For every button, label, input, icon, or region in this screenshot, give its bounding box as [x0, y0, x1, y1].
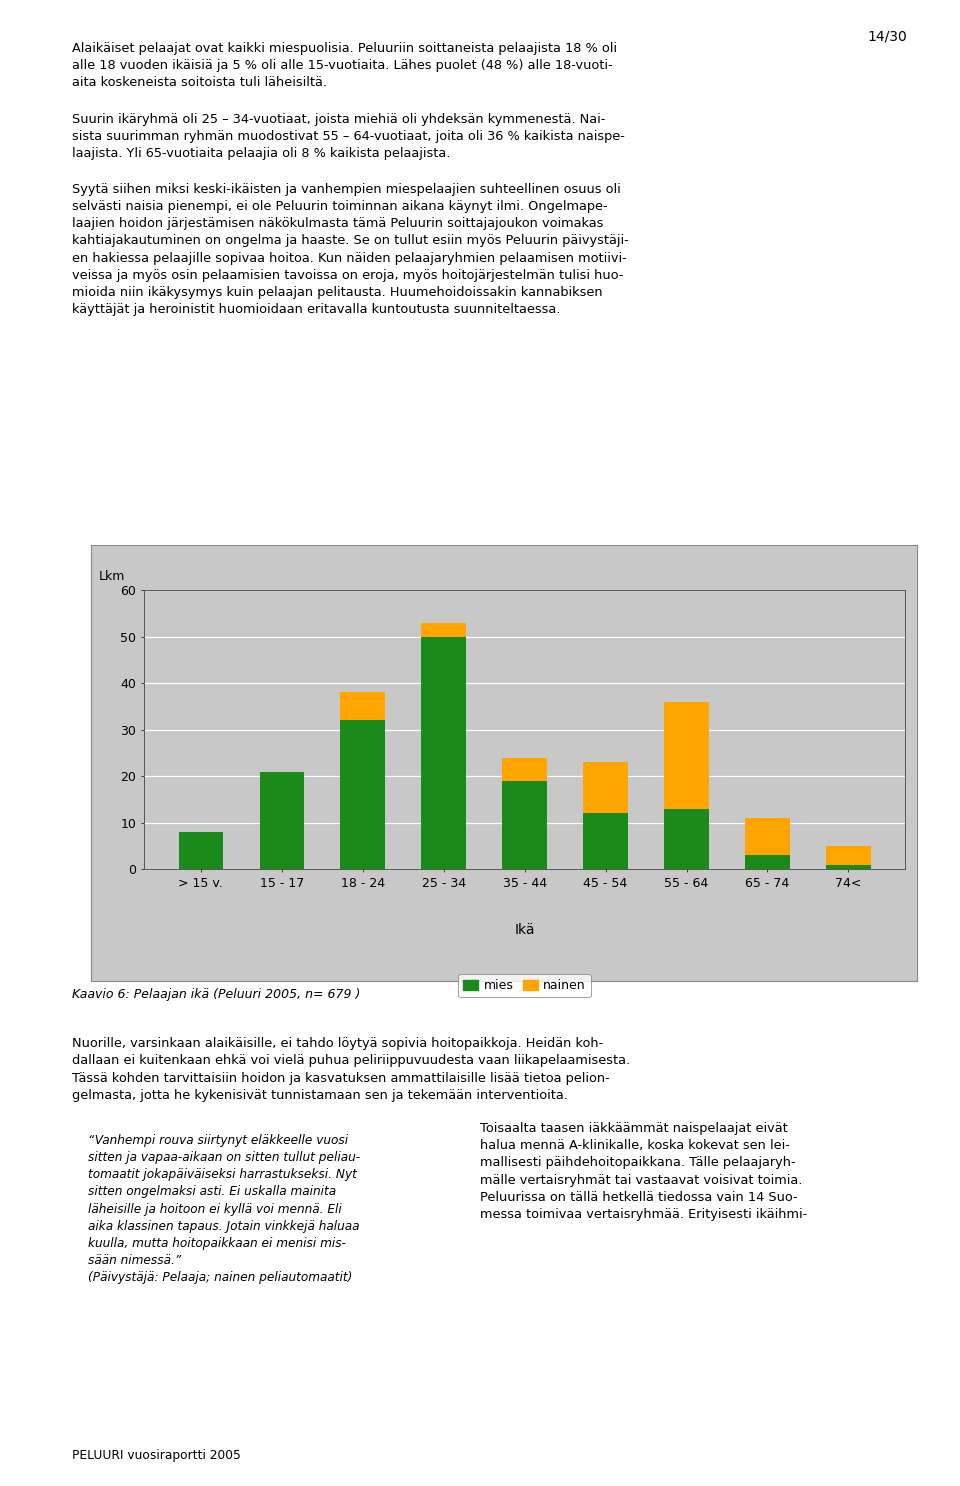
Text: Ikä: Ikä [515, 923, 535, 936]
Text: Syytä siihen miksi keski-ikäisten ja vanhempien miespelaajien suhteellinen osuus: Syytä siihen miksi keski-ikäisten ja van… [72, 183, 629, 317]
Bar [745, 856, 790, 869]
Bar [502, 758, 547, 780]
Bar [179, 832, 223, 869]
Text: 14/30: 14/30 [868, 30, 907, 43]
Bar [664, 701, 708, 808]
Bar [584, 762, 628, 813]
Text: Kaavio 6: Pelaajan ikä (Peluuri 2005, n= 679 ): Kaavio 6: Pelaajan ikä (Peluuri 2005, n=… [72, 988, 360, 1002]
Bar [421, 636, 466, 869]
Bar [502, 780, 547, 869]
Text: Alaikäiset pelaajat ovat kaikki miespuolisia. Peluuriin soittaneista pelaajista : Alaikäiset pelaajat ovat kaikki miespuol… [72, 42, 617, 89]
Text: “Vanhempi rouva siirtynyt eläkkeelle vuosi
sitten ja vapaa-aikaan on sitten tull: “Vanhempi rouva siirtynyt eläkkeelle vuo… [87, 1134, 360, 1284]
Text: Nuorille, varsinkaan alaikäisille, ei tahdo löytyä sopivia hoitopaikkoja. Heidän: Nuorille, varsinkaan alaikäisille, ei ta… [72, 1037, 630, 1101]
Bar [341, 721, 385, 869]
Bar [584, 813, 628, 869]
Bar [664, 808, 708, 869]
Text: Lkm: Lkm [99, 569, 125, 583]
Bar [745, 819, 790, 856]
Bar [421, 623, 466, 636]
Bar [259, 771, 304, 869]
Legend: mies, nainen: mies, nainen [458, 975, 591, 997]
Bar [341, 692, 385, 721]
Bar [827, 865, 871, 869]
Text: PELUURI vuosiraportti 2005: PELUURI vuosiraportti 2005 [72, 1449, 241, 1462]
Text: Suurin ikäryhmä oli 25 – 34-vuotiaat, joista miehiä oli yhdeksän kymmenestä. Nai: Suurin ikäryhmä oli 25 – 34-vuotiaat, jo… [72, 113, 625, 160]
Bar [827, 846, 871, 865]
Text: Toisaalta taasen iäkkäämmät naispelaajat eivät
halua mennä A-klinikalle, koska k: Toisaalta taasen iäkkäämmät naispelaajat… [480, 1122, 807, 1221]
